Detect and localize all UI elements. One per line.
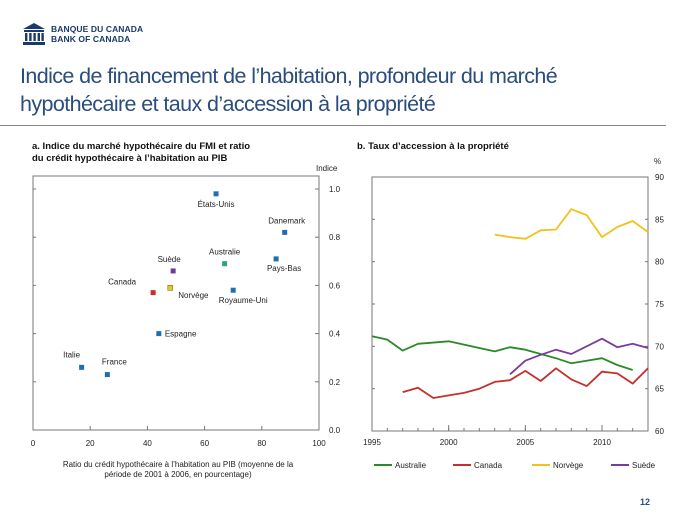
- scatter-point-australie: [222, 261, 228, 267]
- legend-label-australie: Australie: [395, 461, 427, 470]
- scatter-chart-panel: a. Indice du marché hypothécaire du FMI …: [31, 141, 341, 479]
- scatter-point-canada: [150, 290, 156, 296]
- bank-logo: BANQUE DU CANADA BANK OF CANADA: [22, 22, 143, 46]
- scatter-point-label-canada: Canada: [108, 278, 137, 287]
- scatter-point-label-danemark: Danemark: [268, 216, 306, 225]
- line-y-tick-label: 75: [655, 300, 664, 309]
- scatter-y-tick-label: 0.0: [329, 426, 341, 435]
- scatter-x-axis-label-line-2: période de 2001 à 2006, en pourcentage): [104, 470, 252, 479]
- scatter-point-label-australie: Australie: [209, 248, 241, 257]
- scatter-title-line-1: a. Indice du marché hypothécaire du FMI …: [32, 141, 250, 152]
- scatter-y-tick-label: 0.2: [329, 378, 341, 387]
- scatter-point-etats-unis: [213, 191, 219, 197]
- scatter-x-tick-label: 40: [143, 439, 152, 448]
- logo-text-en: BANK OF CANADA: [51, 34, 131, 44]
- scatter-point-pays-bas: [273, 256, 279, 262]
- page-number: 12: [640, 497, 651, 507]
- scatter-point-label-espagne: Espagne: [165, 330, 197, 339]
- line-y-tick-label: 80: [655, 258, 664, 267]
- legend-label-suede: Suède: [632, 461, 656, 470]
- scatter-point-label-etats-unis: États-Unis: [198, 200, 235, 209]
- scatter-x-axis-label-line-1: Ratio du crédit hypothécaire à l’habitat…: [63, 460, 294, 469]
- title-line-1: Indice de financement de l’habitation, p…: [20, 64, 558, 88]
- line-y-tick-label: 90: [655, 173, 664, 182]
- title-line-2: hypothécaire et taux d’accession à la pr…: [20, 92, 436, 116]
- scatter-x-tick-label: 80: [257, 439, 266, 448]
- scatter-point-royaume-uni: [230, 287, 236, 293]
- legend-label-norvege: Norvège: [553, 461, 584, 470]
- series-line-australie: [371, 335, 633, 371]
- scatter-point-suede: [170, 268, 176, 274]
- legend-label-canada: Canada: [474, 461, 503, 470]
- scatter-x-tick-label: 60: [200, 439, 209, 448]
- line-x-tick-label: 2005: [516, 438, 534, 447]
- scatter-point-label-royaume-uni: Royaume-Uni: [219, 296, 268, 305]
- line-x-tick-label: 2010: [593, 438, 611, 447]
- series-line-suede: [509, 337, 649, 375]
- scatter-point-label-norvege: Norvège: [178, 291, 209, 300]
- scatter-point-label-pays-bas: Pays-Bas: [267, 264, 301, 273]
- scatter-point-danemark: [282, 229, 288, 235]
- line-y-tick-label: 85: [655, 215, 664, 224]
- series-line-canada: [402, 367, 649, 399]
- series-line-norvege: [494, 208, 649, 240]
- scatter-y-tick-label: 0.4: [329, 330, 341, 339]
- scatter-y-axis-label: Indice: [316, 164, 338, 173]
- line-chart-panel: b. Taux d’accession à la propriété % 60 6…: [357, 141, 664, 470]
- line-plot-frame: [371, 176, 649, 432]
- line-y-tick-label: 65: [655, 385, 664, 394]
- line-chart-title: b. Taux d’accession à la propriété: [357, 141, 509, 152]
- scatter-y-tick-label: 0.6: [329, 281, 341, 290]
- bank-building-icon: [23, 23, 45, 45]
- line-x-tick-label: 2000: [440, 438, 458, 447]
- scatter-y-tick-label: 0.8: [329, 233, 341, 242]
- line-x-tick-label: 1995: [363, 438, 381, 447]
- title-divider: [0, 125, 666, 126]
- scatter-x-tick-label: 0: [31, 439, 36, 448]
- scatter-point-label-france: France: [102, 358, 127, 367]
- scatter-y-tick-label: 1.0: [329, 185, 341, 194]
- scatter-x-tick-label: 100: [312, 439, 326, 448]
- scatter-point-espagne: [156, 331, 162, 337]
- scatter-point-label-suede: Suède: [158, 255, 182, 264]
- scatter-point-france: [104, 372, 110, 378]
- scatter-x-tick-label: 20: [86, 439, 95, 448]
- scatter-title-line-2: du crédit hypothécaire à l’habitation au…: [32, 153, 227, 164]
- line-y-tick-label: 60: [655, 427, 664, 436]
- page-title: Indice de financement de l’habitation, p…: [20, 62, 670, 118]
- scatter-plot-frame: [32, 175, 320, 431]
- line-y-tick-label: 70: [655, 342, 664, 351]
- line-chart-y-axis-unit: %: [654, 157, 661, 166]
- scatter-point-italie: [79, 364, 85, 370]
- scatter-point-norvege: [167, 285, 174, 291]
- scatter-point-label-italie: Italie: [63, 350, 80, 359]
- logo-text-fr: BANQUE DU CANADA: [51, 24, 144, 34]
